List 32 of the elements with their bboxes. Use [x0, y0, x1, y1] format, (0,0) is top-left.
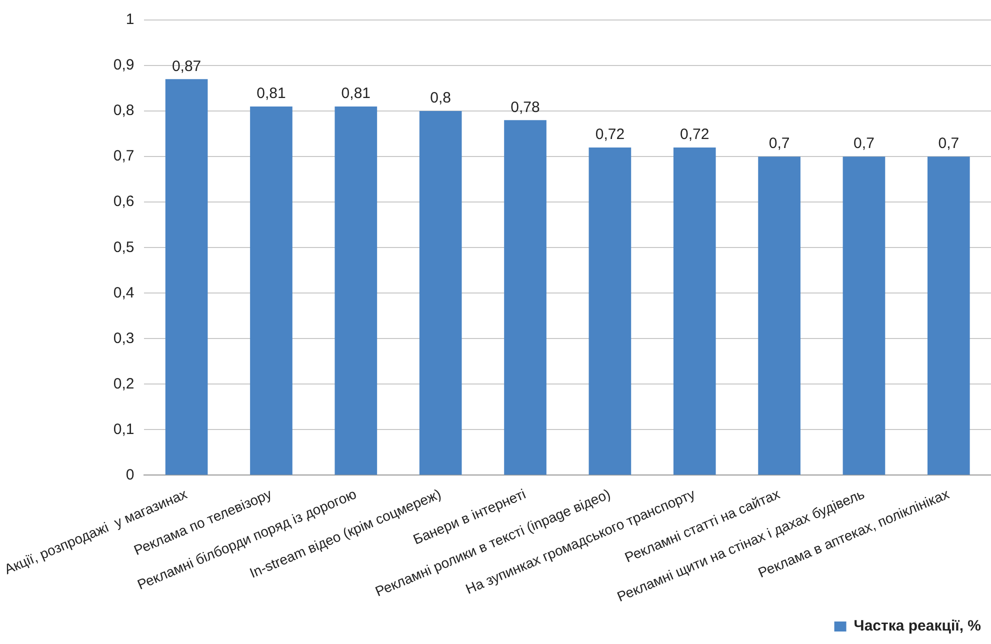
- y-tick-label: 0,3: [113, 330, 134, 347]
- y-tick-label: 0,9: [113, 56, 134, 74]
- bar: [419, 111, 462, 475]
- bar: [842, 156, 886, 475]
- y-tick-label: 0,1: [113, 420, 134, 438]
- data-label: 0,7: [938, 135, 960, 152]
- data-label: 0,72: [595, 126, 625, 144]
- y-tick-label: 0,8: [113, 102, 134, 120]
- y-tick-label: 0,6: [113, 193, 134, 210]
- bar: [165, 79, 208, 475]
- y-tick-label: 1: [126, 11, 134, 28]
- bar: [334, 106, 378, 475]
- data-label: 0,81: [341, 85, 371, 102]
- data-label: 0,7: [768, 135, 790, 152]
- y-tick-label: 0,4: [113, 284, 134, 302]
- legend-label: Частка реакції, %: [854, 618, 982, 635]
- data-label: 0,78: [510, 98, 540, 116]
- data-label: 0,87: [172, 58, 202, 75]
- data-label: 0,81: [256, 85, 286, 102]
- y-tick-label: 0: [126, 466, 134, 484]
- data-label: 0,8: [430, 90, 452, 107]
- bar: [673, 147, 716, 475]
- bar: [588, 147, 632, 475]
- bar: [504, 120, 546, 475]
- data-label: 0,72: [680, 126, 710, 144]
- data-label: 0,7: [854, 135, 874, 152]
- bar: [927, 156, 970, 475]
- y-tick-label: 0,2: [113, 375, 134, 392]
- y-tick-label: 0,5: [113, 238, 134, 256]
- bar: [250, 106, 292, 475]
- y-tick-label: 0,7: [113, 148, 134, 165]
- bar: [758, 156, 800, 475]
